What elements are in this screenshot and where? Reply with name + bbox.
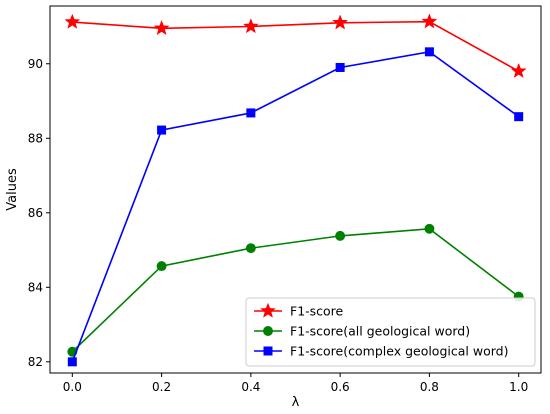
y-tick-label: 88 [28, 131, 43, 145]
legend: F1-score F1-score(all geological word) F1-… [245, 297, 536, 367]
data-point [246, 108, 256, 118]
x-axis-label: λ [292, 395, 300, 410]
data-point [157, 125, 167, 135]
ticks-layer: 0.0 0.2 0.4 0.6 0.8 1.0 82 84 86 88 90 [28, 57, 529, 394]
series-2 [67, 47, 524, 367]
data-point [153, 19, 170, 36]
y-tick-label: 82 [28, 355, 43, 369]
data-point [335, 62, 345, 72]
x-tick-label: 1.0 [509, 380, 528, 394]
series-0 [64, 13, 527, 78]
legend-entry: F1-score(all geological word) [254, 324, 470, 339]
x-tick-label: 0.8 [420, 380, 439, 394]
data-point [510, 62, 527, 78]
series-line [71, 50, 520, 363]
legend-label: F1-score(complex geological word) [290, 344, 508, 359]
legend-frame [245, 297, 536, 367]
series-layer [64, 13, 527, 367]
legend-entry: F1-score(complex geological word) [254, 344, 508, 359]
series-line [72, 20, 520, 72]
data-point [245, 243, 256, 254]
data-point [67, 357, 77, 367]
legend-marker [263, 326, 273, 336]
data-point [64, 13, 81, 29]
series-line [71, 227, 520, 353]
data-point [421, 13, 438, 29]
series-1 [67, 223, 524, 357]
legend-label: F1-score [290, 304, 344, 319]
y-tick-label: 86 [28, 206, 43, 220]
legend-marker [260, 302, 276, 318]
data-point [514, 112, 524, 122]
y-axis-label: Values [5, 168, 20, 211]
data-point [242, 18, 259, 34]
x-tick-label: 0.6 [331, 380, 350, 394]
legend-marker [263, 346, 273, 356]
legend-entry: F1-score [254, 302, 344, 319]
data-point [332, 14, 349, 30]
data-point [424, 223, 435, 234]
x-tick-label: 0.4 [241, 380, 260, 394]
y-tick-label: 90 [28, 57, 43, 71]
data-point [335, 230, 346, 241]
legend-label: F1-score(all geological word) [290, 324, 470, 339]
data-point [156, 261, 167, 272]
plot-frame [49, 5, 542, 374]
x-tick-label: 0.2 [152, 380, 171, 394]
y-tick-label: 84 [28, 280, 43, 294]
x-tick-label: 0.0 [63, 380, 82, 394]
data-point [424, 47, 434, 57]
